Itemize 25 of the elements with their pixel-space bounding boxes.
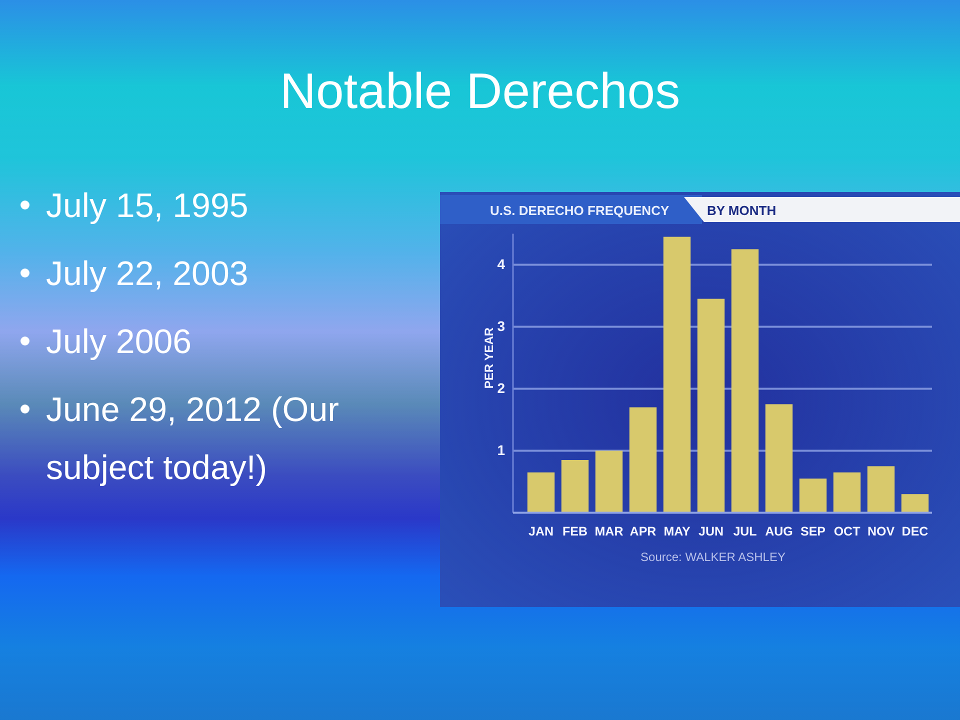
- x-tick-label: FEB: [562, 524, 588, 539]
- x-tick-label: JUL: [733, 524, 758, 539]
- chart-subtitle: BY MONTH: [707, 203, 776, 218]
- y-tick-label: 2: [497, 380, 506, 396]
- y-tick-label: 4: [497, 256, 506, 272]
- text: July 22, 2003: [46, 255, 248, 293]
- x-tick-label: OCT: [834, 524, 861, 539]
- x-tick-label: MAY: [664, 524, 691, 539]
- x-tick-label: DEC: [902, 524, 928, 539]
- y-axis-title: PER YEAR: [482, 327, 496, 389]
- x-tick-label: JUN: [698, 524, 724, 539]
- text: June 29, 2012 (Our subject today!): [46, 391, 339, 487]
- text: July 15, 1995: [46, 187, 248, 225]
- source-note: Source: WALKER ASHLEY: [640, 550, 786, 564]
- x-tick-label: APR: [630, 524, 656, 539]
- text: Notable Derechos: [280, 63, 680, 119]
- x-tick-label: MAR: [594, 524, 624, 539]
- x-tick-label: SEP: [800, 524, 826, 539]
- x-tick-label: JAN: [528, 524, 554, 539]
- x-tick-label: AUG: [765, 524, 793, 539]
- text: July 2006: [46, 323, 192, 361]
- x-tick-label: NOV: [867, 524, 896, 539]
- y-tick-label: 3: [497, 318, 506, 334]
- y-tick-label: 1: [497, 442, 506, 458]
- chart-title: U.S. DERECHO FREQUENCY: [490, 203, 670, 218]
